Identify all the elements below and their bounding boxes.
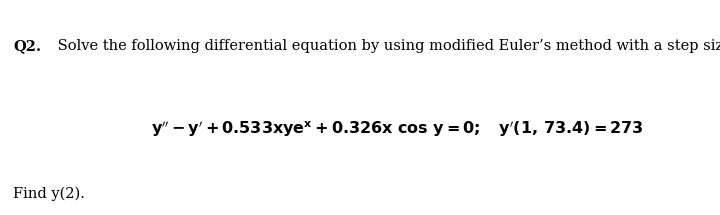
Text: Find y(2).: Find y(2). [13,187,85,201]
Text: Solve the following differential equation by using modified Euler’s method with : Solve the following differential equatio… [53,39,720,53]
Text: Q2.: Q2. [13,39,41,53]
Text: $\mathbf{y'' - y' + 0.533xye^{x} + 0.326x\ cos\ y = 0;}$$\quad\mathbf{y'(1,\,73.: $\mathbf{y'' - y' + 0.533xye^{x} + 0.326… [151,118,644,138]
